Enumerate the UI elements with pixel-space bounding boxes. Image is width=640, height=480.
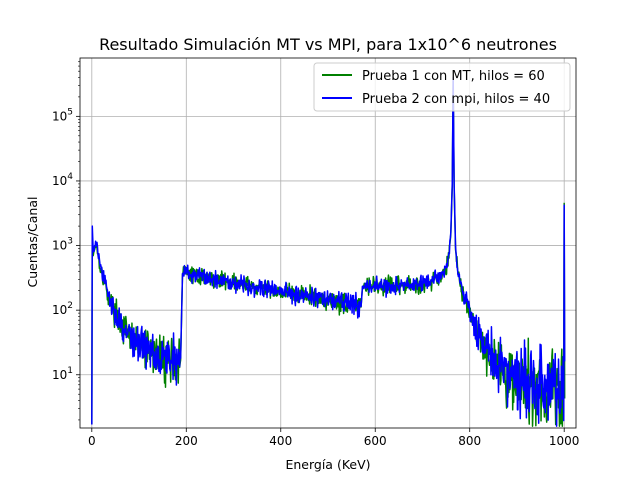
x-tick-label: 800: [458, 434, 481, 448]
legend-label-series-2: Prueba 2 con mpi, hilos = 40: [362, 92, 550, 107]
x-tick-label: 600: [364, 434, 387, 448]
y-tick-label: 102: [52, 301, 73, 317]
y-tick-label: 103: [52, 237, 73, 253]
y-tick-label: 105: [52, 107, 73, 123]
x-tick-label: 200: [175, 434, 198, 448]
series-line-2: [91, 76, 566, 427]
x-axis: 0 200 400 600 800 1000: [88, 428, 579, 448]
legend: Prueba 1 con MT, hilos = 60 Prueba 2 con…: [313, 62, 571, 112]
legend-box: [313, 62, 571, 112]
x-axis-label: Energía (KeV): [285, 457, 370, 472]
y-tick-label: 104: [52, 172, 73, 188]
y-axis: 101 102 103 104 105: [52, 61, 80, 421]
series-layer: [91, 76, 566, 427]
x-tick-label: 0: [88, 434, 96, 448]
y-axis-label: Cuentas/Canal: [25, 197, 40, 288]
x-tick-label: 400: [269, 434, 292, 448]
y-tick-label: 101: [52, 366, 73, 382]
chart-title: Resultado Simulación MT vs MPI, para 1x1…: [99, 35, 557, 54]
plot-frame: [79, 57, 577, 429]
legend-label-series-1: Prueba 1 con MT, hilos = 60: [362, 69, 545, 84]
x-tick-label: 1000: [549, 434, 580, 448]
